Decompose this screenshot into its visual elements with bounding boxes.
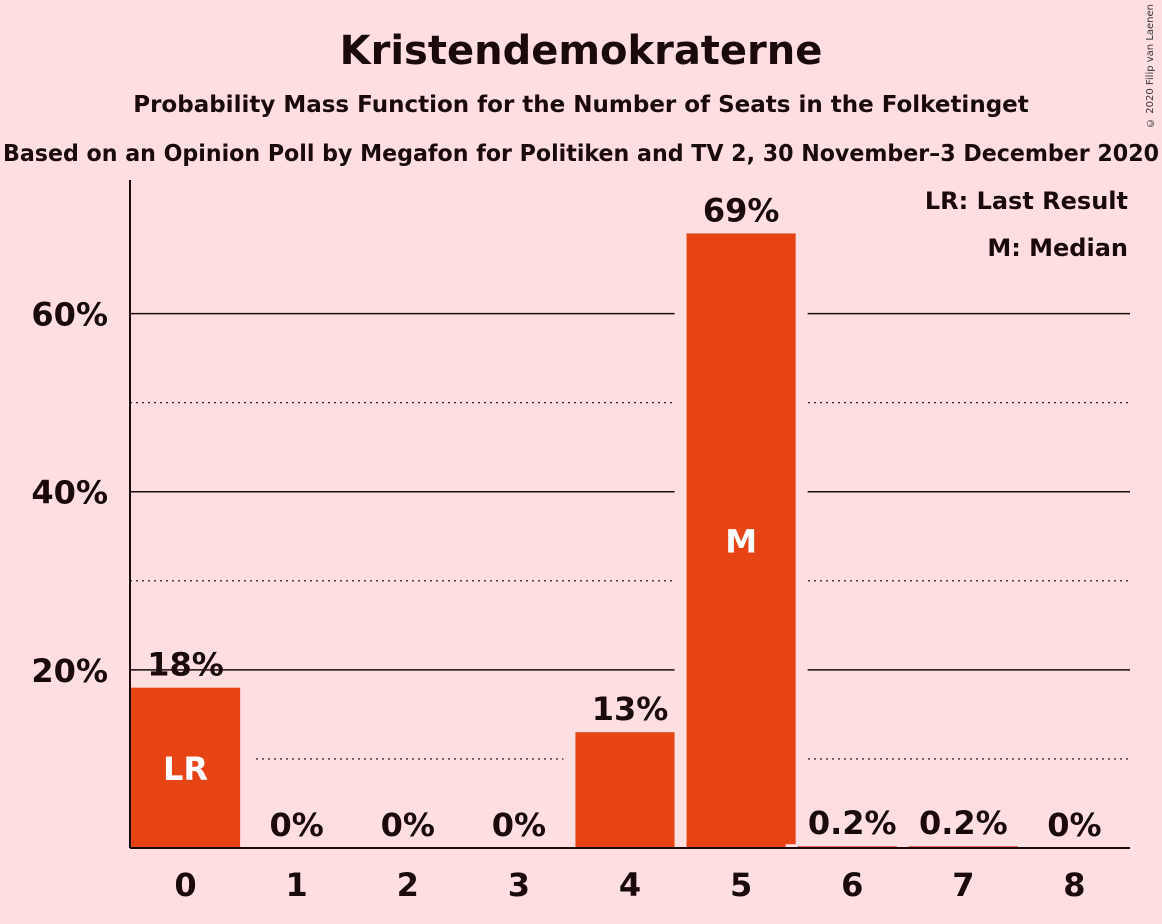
- legend-last-result: LR: Last Result: [925, 187, 1128, 215]
- x-tick-label: 8: [1063, 866, 1085, 904]
- x-tick-label: 2: [397, 866, 419, 904]
- y-tick-label: 40%: [31, 474, 108, 512]
- bar-0: [131, 687, 241, 848]
- copyright-notice: © 2020 Filip van Laenen: [1145, 4, 1156, 128]
- chart-subtitle: Probability Mass Function for the Number…: [133, 92, 1029, 118]
- legend-median: M: Median: [987, 234, 1128, 262]
- chart-subtitle-source: Based on an Opinion Poll by Megafon for …: [3, 141, 1159, 167]
- x-tick-label: 5: [730, 866, 752, 904]
- chart-title: Kristendemokraterne: [340, 28, 823, 74]
- bar-marker-m: M: [725, 523, 757, 561]
- value-label: 0.2%: [808, 804, 897, 842]
- value-label: 0%: [270, 806, 324, 844]
- bar-halo: [896, 844, 1030, 848]
- x-tick-label: 0: [174, 866, 196, 904]
- bar-halo: [785, 844, 919, 848]
- value-label: 0%: [381, 806, 435, 844]
- axes: [129, 180, 1130, 849]
- x-tick-label: 6: [841, 866, 863, 904]
- x-tick-label: 4: [619, 866, 641, 904]
- bar-5: [686, 233, 796, 848]
- x-tick-label: 7: [952, 866, 974, 904]
- y-tick-label: 60%: [31, 296, 108, 334]
- y-tick-label: 20%: [31, 652, 108, 690]
- value-label: 69%: [703, 191, 780, 229]
- value-label: 0.2%: [919, 804, 1008, 842]
- bars: [119, 231, 1030, 848]
- value-label: 18%: [147, 646, 224, 684]
- value-label: 13%: [592, 690, 669, 728]
- x-tick-label: 3: [508, 866, 530, 904]
- bar-4: [575, 732, 685, 848]
- labels: 20%40%60%18%0LR0%10%20%313%469%5M0.2%60.…: [31, 191, 1101, 904]
- x-tick-label: 1: [286, 866, 308, 904]
- value-label: 0%: [1047, 806, 1101, 844]
- value-label: 0%: [492, 806, 546, 844]
- bar-marker-lr: LR: [163, 750, 208, 788]
